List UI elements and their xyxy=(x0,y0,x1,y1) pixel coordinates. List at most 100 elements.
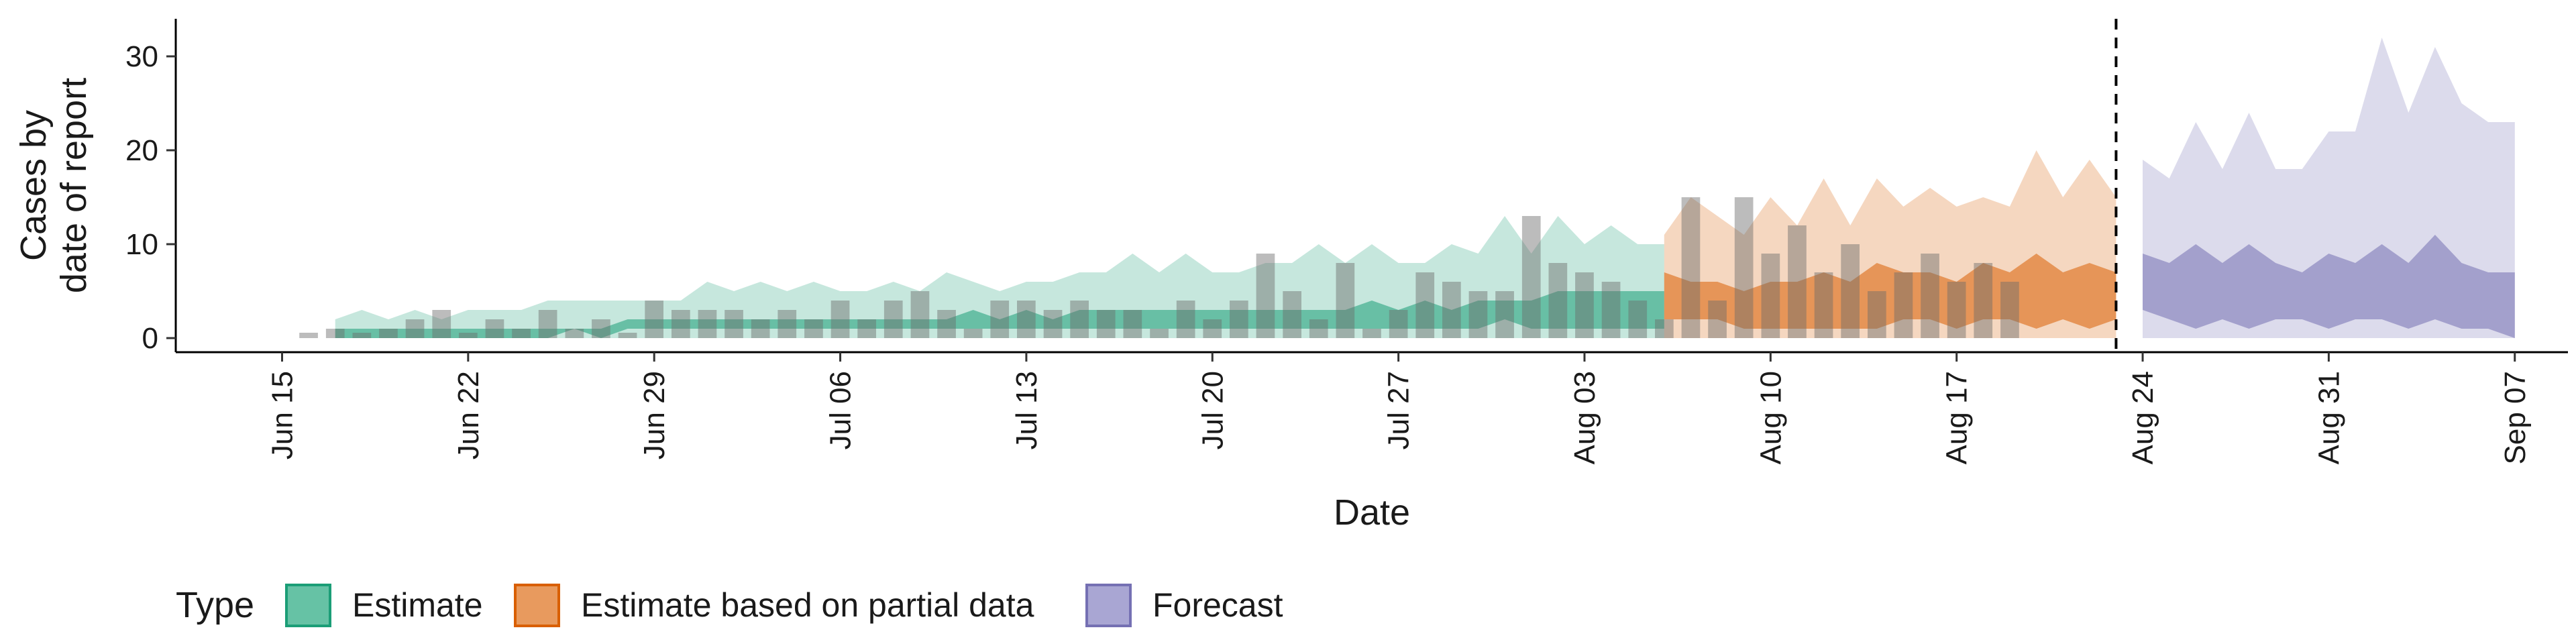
x-tick-label: Aug 10 xyxy=(1754,371,1787,464)
observed-bar xyxy=(1256,254,1275,338)
observed-bar xyxy=(352,333,372,338)
observed-bar xyxy=(777,310,797,338)
estimate-outer-band xyxy=(335,216,1664,338)
legend-key xyxy=(1085,584,1132,627)
observed-bar xyxy=(1974,263,1993,338)
observed-bar xyxy=(1548,263,1568,338)
observed-bar xyxy=(937,310,956,338)
observed-bar xyxy=(672,310,690,338)
observed-bar xyxy=(1389,310,1408,338)
observed-bar xyxy=(1017,301,1036,338)
observed-bar xyxy=(645,301,663,338)
x-tick-label: Aug 17 xyxy=(1941,371,1974,464)
y-tick-label: 10 xyxy=(125,228,158,261)
observed-bar xyxy=(1468,291,1488,338)
x-tick-label: Jul 06 xyxy=(824,371,857,449)
observed-bar xyxy=(698,310,717,338)
observed-bar xyxy=(1841,244,1860,338)
observed-bar xyxy=(325,329,345,338)
observed-bar xyxy=(990,301,1010,338)
observed-bar xyxy=(618,333,637,338)
observed-bar xyxy=(857,319,876,338)
observed-bar xyxy=(1070,301,1089,338)
x-tick-label: Jul 20 xyxy=(1196,371,1229,449)
legend-label: Estimate xyxy=(352,586,483,624)
axes-layer: 0 10 20 30 Jun 15 Jun 22 Jun 29 Jul 06 Jul 13 Jul… xyxy=(13,19,2568,533)
observed-bar xyxy=(1521,216,1541,338)
observed-bar xyxy=(1096,310,1116,338)
x-tick-label: Jun 29 xyxy=(638,371,671,460)
observed-bar xyxy=(512,329,531,338)
observed-bar xyxy=(565,329,584,338)
observed-bar xyxy=(459,333,478,338)
observed-bar xyxy=(963,329,983,338)
x-tick-label: Aug 03 xyxy=(1568,371,1601,464)
observed-bar xyxy=(1230,301,1248,338)
legend-label: Estimate based on partial data xyxy=(581,586,1034,624)
legend-key xyxy=(514,584,560,627)
observed-bar xyxy=(1442,282,1461,338)
observed-bar xyxy=(299,333,318,338)
x-tick-label: Jul 13 xyxy=(1010,371,1043,449)
observed-bar xyxy=(1415,272,1435,338)
observed-bar xyxy=(1894,272,1913,338)
legend-label: Forecast xyxy=(1152,586,1283,624)
observed-bar xyxy=(1362,329,1381,338)
estimate-inner-band xyxy=(335,291,1664,338)
observed-bar xyxy=(2000,282,2019,338)
y-tick-label: 20 xyxy=(125,134,158,167)
observed-bar xyxy=(592,319,610,338)
observed-bar xyxy=(432,310,451,338)
y-tick-label: 0 xyxy=(142,322,158,355)
legend-key xyxy=(285,584,331,627)
y-tick-label: 30 xyxy=(125,40,158,73)
x-tick-label: Aug 24 xyxy=(2127,371,2159,464)
observed-bar xyxy=(1283,291,1301,338)
observed-bar xyxy=(379,329,398,338)
observed-bar xyxy=(485,319,504,338)
observed-bar xyxy=(1203,319,1222,338)
observed-bar xyxy=(1043,310,1063,338)
observed-bar xyxy=(1176,301,1195,338)
observed-bar xyxy=(1628,301,1648,338)
observed-bar xyxy=(1336,263,1355,338)
observed-bar xyxy=(804,319,823,338)
observed-bar xyxy=(1309,319,1328,338)
observed-bar xyxy=(1947,282,1966,338)
observed-bar xyxy=(724,310,743,338)
x-axis-title: Date xyxy=(1334,492,1410,533)
observed-bars-layer xyxy=(299,197,2019,338)
x-tick-label: Jun 22 xyxy=(452,371,485,460)
observed-bar xyxy=(830,301,850,338)
observed-bar xyxy=(1868,291,1886,338)
observed-bar xyxy=(1495,291,1514,338)
forecast-inner-band xyxy=(2143,235,2515,338)
legend-title: Type xyxy=(176,585,254,625)
observed-bar xyxy=(1655,319,1674,338)
observed-bar xyxy=(1788,225,1807,338)
observed-bar xyxy=(1575,272,1594,338)
observed-bar xyxy=(910,291,930,338)
observed-bar xyxy=(1150,329,1169,338)
observed-bar xyxy=(1601,282,1621,338)
observed-bar xyxy=(1921,254,1939,338)
x-tick-label: Jun 15 xyxy=(266,371,299,460)
estimate-based-on-partial-data-inner-band xyxy=(1664,254,2116,329)
y-axis-title-line: date of report xyxy=(54,78,94,293)
observed-bar xyxy=(1734,197,1754,338)
x-tick-label: Jul 27 xyxy=(1383,371,1415,449)
bands-layer xyxy=(335,38,2515,338)
observed-bar xyxy=(1681,197,1701,338)
observed-bar xyxy=(1123,310,1142,338)
observed-bar xyxy=(405,319,425,338)
observed-bar xyxy=(1814,272,1833,338)
y-axis-title-line: Cases by xyxy=(13,110,54,261)
observed-bar xyxy=(1761,254,1780,338)
x-tick-label: Sep 07 xyxy=(2499,371,2532,464)
observed-bar xyxy=(538,310,557,338)
observed-bar xyxy=(1708,301,1727,338)
observed-bar xyxy=(751,319,770,338)
observed-bar xyxy=(883,301,903,338)
x-tick-label: Aug 31 xyxy=(2312,371,2345,464)
legend: Type Estimate Estimate based on partial da… xyxy=(176,584,1283,627)
